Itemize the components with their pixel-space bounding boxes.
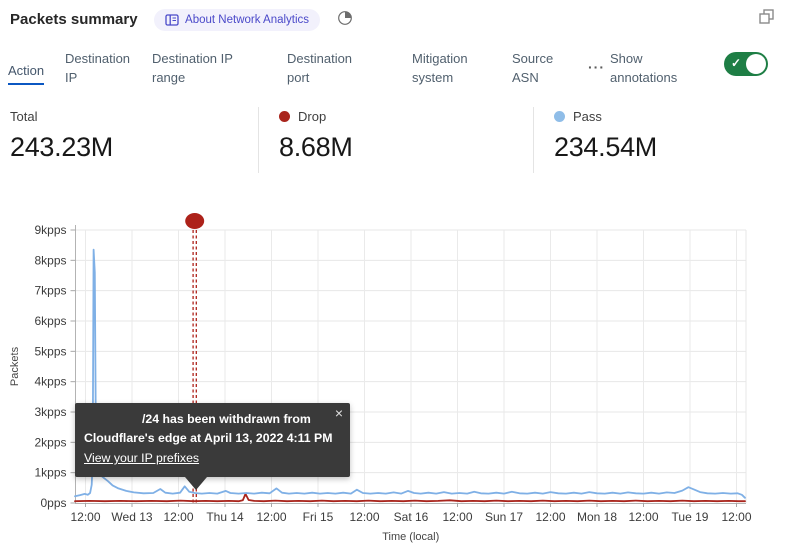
tab-source-asn[interactable]: Source ASN [512, 51, 554, 85]
stat-total-label: Total [10, 109, 38, 124]
y-tick-label: 2kpps [34, 435, 66, 449]
x-tick-label: 12:00 [442, 510, 472, 524]
panel-header: Packets summary About Network Analytics [10, 8, 775, 36]
x-tick-label: Thu 14 [206, 510, 244, 524]
time-period-icon[interactable] [337, 10, 353, 31]
popout-icon[interactable] [758, 8, 775, 30]
annotation-marker-dot[interactable] [185, 213, 205, 229]
more-tabs-button[interactable]: ··· [588, 59, 605, 75]
tooltip-caret [185, 477, 207, 490]
x-tick-label: Sun 17 [485, 510, 523, 524]
x-tick-label: 12:00 [256, 510, 286, 524]
stat-drop-label: Drop [298, 109, 327, 124]
stat-total-value: 243.23M [10, 132, 113, 162]
x-axis-title: Time (local) [382, 531, 439, 543]
tab-mitigation-system[interactable]: Mitigation system [412, 51, 468, 85]
view-ip-prefixes-link[interactable]: View your IP prefixes [84, 451, 200, 465]
x-tick-label: 12:00 [628, 510, 658, 524]
toggle-knob [746, 54, 766, 74]
stat-pass-label: Pass [573, 109, 602, 124]
y-tick-label: 8kpps [34, 253, 66, 267]
y-tick-label: 6kpps [34, 314, 66, 328]
stat-drop-value: 8.68M [279, 132, 353, 162]
drop-dot-icon [279, 111, 290, 122]
y-tick-label: 9kpps [34, 223, 66, 237]
x-tick-label: Sat 16 [394, 510, 429, 524]
y-tick-label: 5kpps [34, 344, 66, 358]
show-annotations-toggle[interactable]: ✓ [724, 52, 768, 76]
x-tick-label: 12:00 [70, 510, 100, 524]
x-tick-label: Fri 15 [303, 510, 334, 524]
packets-chart-area: 0pps 1kpps 2kpps 3kpps 4kpps 5kpps 6kpps 7kpps 8… [0, 205, 785, 550]
about-badge-label: About Network Analytics [185, 13, 310, 26]
about-network-analytics-badge[interactable]: About Network Analytics [154, 8, 321, 31]
annotation-tooltip: × /24 has been withdrawn from Cloudflare… [75, 403, 350, 490]
drop-line [74, 492, 746, 503]
stat-pass: Pass 234.54M [533, 107, 785, 173]
dimension-tabs: Action Destination IP Destination IP ran… [0, 46, 785, 102]
tab-action[interactable]: Action [8, 61, 45, 85]
y-axis-title: Packets [9, 346, 21, 386]
tooltip-text-line1: /24 has been withdrawn from [142, 412, 311, 426]
y-tick-label: 7kpps [34, 284, 66, 298]
x-tick-label: 12:00 [349, 510, 379, 524]
x-tick-label: Tue 19 [672, 510, 709, 524]
page-title: Packets summary [10, 11, 138, 28]
x-tick-label: Mon 18 [577, 510, 617, 524]
y-tick-label: 4kpps [34, 375, 66, 389]
tooltip-text-line2: Cloudflare's edge at April 13, 2022 4:11… [84, 431, 333, 445]
close-icon[interactable]: × [334, 405, 343, 421]
packets-chart: 0pps 1kpps 2kpps 3kpps 4kpps 5kpps 6kpps 7kpps 8… [9, 213, 752, 543]
y-tick-label: 0pps [40, 496, 66, 510]
check-icon: ✓ [731, 56, 742, 70]
book-icon [165, 13, 179, 26]
pass-dot-icon [554, 111, 565, 122]
tab-destination-ip[interactable]: Destination IP [65, 51, 131, 85]
stat-pass-value: 234.54M [554, 132, 657, 162]
stat-drop: Drop 8.68M [258, 107, 533, 173]
x-tick-label: 12:00 [535, 510, 565, 524]
x-tick-label: 12:00 [721, 510, 751, 524]
y-tick-label: 1kpps [34, 466, 66, 480]
y-tick-label: 3kpps [34, 405, 66, 419]
x-tick-label: Wed 13 [111, 510, 152, 524]
x-tick-label: 12:00 [163, 510, 193, 524]
summary-stats: Total 243.23M Drop 8.68M Pass 234.54M [0, 107, 785, 173]
tab-destination-ip-range[interactable]: Destination IP range [152, 51, 233, 85]
stat-total: Total 243.23M [0, 107, 258, 173]
tab-destination-port[interactable]: Destination port [287, 51, 353, 85]
pass-line [74, 248, 746, 499]
show-annotations-label: Show annotations [610, 51, 678, 85]
